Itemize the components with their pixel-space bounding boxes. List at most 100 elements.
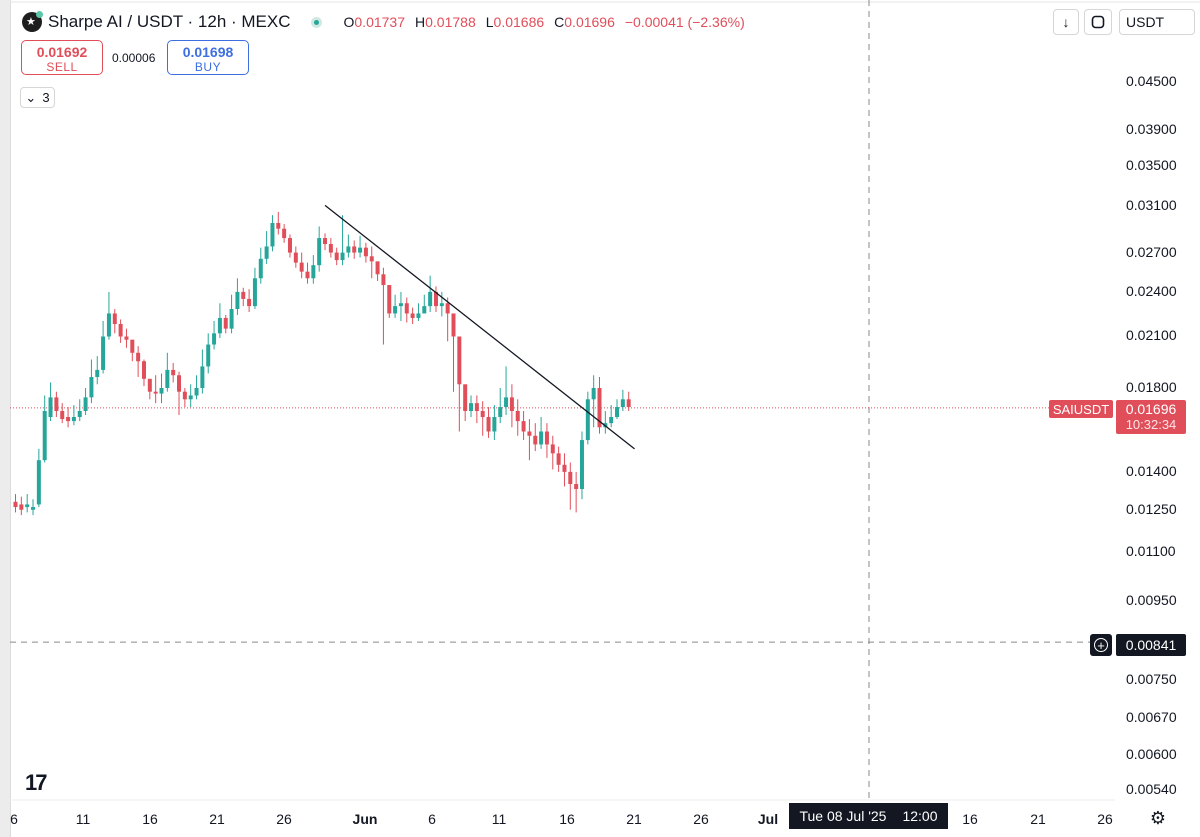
candle-body	[334, 252, 339, 261]
price-axis-label: 0.00750	[1126, 671, 1177, 688]
candle-body	[95, 369, 100, 378]
candle-body	[527, 431, 532, 436]
candle-body	[200, 366, 205, 388]
candle-body	[451, 313, 456, 337]
arrow-down-icon: ↓	[1062, 14, 1070, 30]
price-axis-label: 0.02700	[1126, 243, 1177, 260]
symbol-header: Sharpe AI / USDT · 12h · MEXC O0.01737 H…	[22, 9, 745, 35]
candle-body	[457, 336, 462, 385]
buy-label: BUY	[194, 60, 222, 74]
candle-body	[71, 417, 76, 422]
time-axis-label: 21	[209, 811, 225, 827]
candle-body	[194, 387, 199, 396]
candle-body	[48, 397, 53, 418]
candle-body	[381, 274, 386, 286]
candle-body	[539, 431, 544, 445]
fullscreen-icon	[1091, 15, 1105, 29]
candle-body	[352, 246, 357, 253]
candle-body	[416, 313, 421, 318]
candle-body	[136, 352, 141, 362]
time-axis-label: 6	[428, 811, 436, 827]
candle-body	[439, 303, 444, 307]
time-axis-label: 26	[693, 811, 709, 827]
candle-body	[398, 303, 403, 307]
buy-button[interactable]: 0.01698 BUY	[167, 40, 249, 75]
candle-body	[480, 411, 485, 418]
candle-body	[13, 501, 18, 508]
fullscreen-button[interactable]	[1084, 9, 1112, 35]
price-axis-label: 0.02100	[1126, 327, 1177, 344]
candle-body	[235, 291, 240, 310]
candle-body	[118, 324, 123, 337]
time-axis-label: 6	[10, 811, 18, 827]
candle-body	[229, 309, 234, 329]
price-axis-label: 0.00540	[1126, 781, 1177, 797]
candle-body	[340, 252, 345, 261]
symbol-price-tag: SAIUSDT	[1049, 400, 1113, 418]
candle-body	[101, 336, 106, 370]
candle-body	[241, 291, 246, 299]
price-axis-label: 0.00670	[1126, 708, 1177, 725]
candle-body	[141, 361, 146, 379]
price-axis-label: 0.01400	[1126, 462, 1177, 479]
time-axis-label: 21	[626, 811, 642, 827]
ohlc-values: O0.01737 H0.01788 L0.01686 C0.01696 −0.0…	[343, 14, 745, 30]
time-axis-label: 21	[1030, 811, 1046, 827]
add-alert-button[interactable]: +	[1090, 634, 1112, 656]
price-axis-label: 0.00950	[1126, 592, 1177, 609]
candle-body	[282, 228, 287, 239]
candle-body	[568, 471, 573, 485]
candle-body	[579, 440, 584, 490]
candle-body	[42, 411, 47, 461]
bar-countdown: 10:32:34	[1125, 417, 1177, 432]
candle-body	[287, 238, 292, 253]
candle-body	[165, 369, 170, 388]
sell-label: SELL	[46, 60, 78, 74]
candle-body	[393, 306, 398, 314]
candle-body	[305, 271, 310, 279]
symbol-title[interactable]: Sharpe AI / USDT · 12h · MEXC	[48, 12, 291, 31]
price-axis-label: 0.01800	[1126, 378, 1177, 395]
price-axis-label: 0.02400	[1126, 282, 1177, 299]
candle-body	[410, 313, 415, 318]
candle-body	[620, 399, 625, 408]
candle-body	[83, 397, 88, 412]
candle-body	[252, 278, 257, 307]
price-axis-label: 0.03500	[1126, 156, 1177, 173]
time-axis-label: 16	[962, 811, 978, 827]
candle-body	[147, 378, 152, 392]
candle-body	[422, 306, 427, 314]
time-axis-label: Jun	[352, 811, 378, 827]
plus-circle-icon: +	[1094, 638, 1108, 652]
candle-body	[60, 411, 65, 420]
candle-body	[574, 484, 579, 490]
candle-body	[363, 247, 368, 257]
tradingview-logo-icon[interactable]: 17	[25, 770, 48, 795]
trend-line[interactable]	[324, 204, 635, 450]
sell-button[interactable]: 0.01692 SELL	[21, 40, 103, 75]
currency-select[interactable]: USDT	[1119, 9, 1195, 35]
candle-body	[223, 317, 228, 329]
candle-body	[293, 252, 298, 263]
crosshair-price-label: 0.00841	[1116, 634, 1186, 656]
scroll-down-button[interactable]: ↓	[1053, 9, 1079, 35]
candle-body	[521, 421, 526, 432]
candle-body	[299, 262, 304, 272]
indicators-toggle-button[interactable]: ⌄ 3	[20, 87, 55, 108]
time-axis-label: 26	[1097, 811, 1113, 827]
candle-body	[533, 435, 538, 445]
candle-body	[509, 397, 514, 412]
candle-body	[31, 507, 36, 510]
gear-icon[interactable]: ⚙	[1149, 807, 1167, 828]
time-axis-label: 11	[491, 811, 507, 827]
indicators-count: 3	[42, 90, 50, 105]
candle-body	[25, 504, 30, 508]
candle-body	[311, 265, 316, 279]
candle-body	[270, 223, 275, 247]
candle-body	[112, 313, 117, 325]
candle-body	[609, 417, 614, 424]
crosshair-time: 12:00	[902, 808, 938, 824]
price-axis-label: 0.01100	[1126, 543, 1176, 560]
crosshair-date: Tue 08 Jul '25	[799, 808, 887, 824]
